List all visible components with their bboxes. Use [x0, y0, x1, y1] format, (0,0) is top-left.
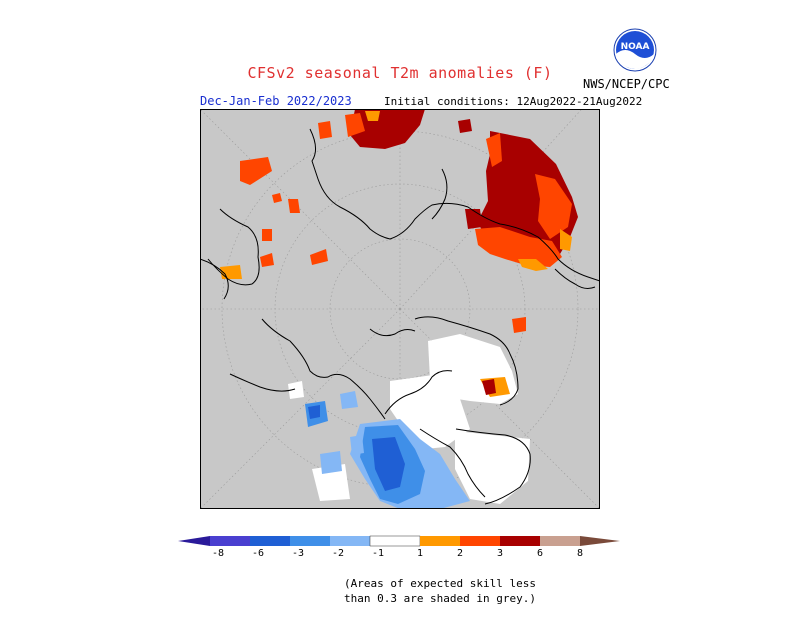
skill-note-line-1: (Areas of expected skill less	[343, 577, 537, 590]
coastlines	[200, 128, 600, 505]
map-title: CFSv2 seasonal T2m anomalies (F)	[247, 64, 553, 82]
legend-swatch-m8-m6	[210, 536, 250, 546]
map-frame	[200, 109, 600, 509]
legend-swatch-m3-m2	[290, 536, 330, 546]
legend-swatch-p6-p8	[540, 536, 580, 546]
legend-label-m3: -3	[291, 548, 305, 559]
noaa-logo: NOAA	[613, 28, 657, 72]
warm-anomaly-pacific	[220, 109, 526, 333]
cold-anomaly-north-america	[305, 391, 470, 509]
legend-swatch-p1-p2	[420, 536, 460, 546]
skill-note: (Areas of expected skill less than 0.3 a…	[320, 576, 560, 606]
anomaly-map	[200, 109, 600, 509]
legend-swatch-neutral	[369, 535, 421, 547]
legend-label-m1: -1	[371, 548, 385, 559]
neutral-areas	[288, 334, 530, 504]
legend-swatch-p2-p3	[460, 536, 500, 546]
source-label: NWS/NCEP/CPC	[583, 77, 670, 91]
color-legend	[178, 535, 620, 547]
skill-note-line-2: than 0.3 are shaded in grey.)	[343, 592, 537, 605]
legend-label-p2: 2	[456, 548, 464, 559]
legend-arrow-above	[580, 536, 620, 546]
legend-label-p1: 1	[416, 548, 424, 559]
legend-arrow-below	[178, 536, 210, 546]
legend-label-p3: 3	[496, 548, 504, 559]
legend-label-p6: 6	[536, 548, 544, 559]
forecast-period: Dec-Jan-Feb 2022/2023	[200, 94, 352, 108]
logo-text: NOAA	[621, 42, 650, 52]
legend-swatch-m6-m3	[250, 536, 290, 546]
warm-anomaly-europe	[465, 131, 578, 271]
legend-label-p8: 8	[576, 548, 584, 559]
legend-label-m6: -6	[251, 548, 265, 559]
initial-conditions: Initial conditions: 12Aug2022-21Aug2022	[384, 95, 643, 108]
legend-swatch-m2-m1	[330, 536, 370, 546]
legend-swatch-p3-p6	[500, 536, 540, 546]
legend-label-m2: -2	[331, 548, 345, 559]
legend-label-m8: -8	[211, 548, 225, 559]
